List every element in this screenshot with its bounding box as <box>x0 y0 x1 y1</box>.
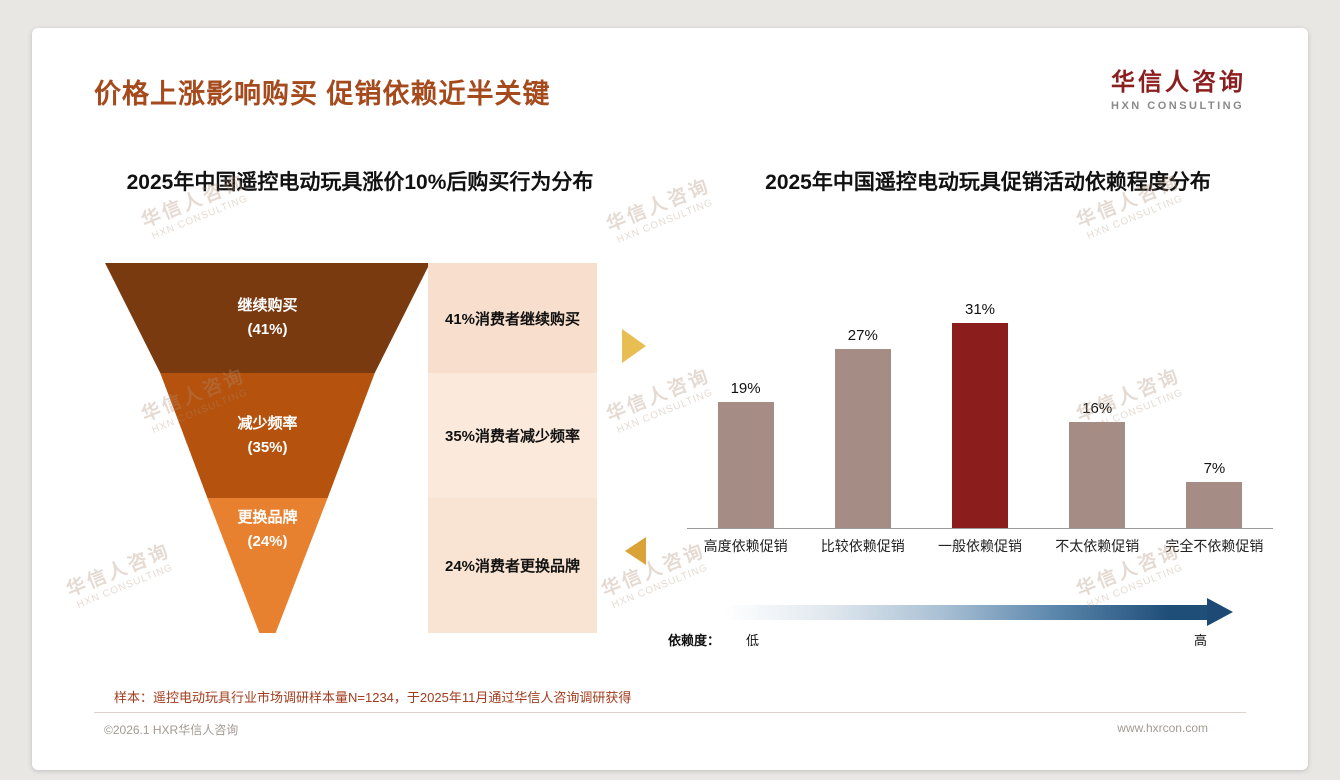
dependence-low-label: 低 <box>746 633 760 648</box>
website-text: www.hxrcon.com <box>1117 721 1208 735</box>
dependence-axis-label: 依赖度： <box>668 633 721 648</box>
bar <box>717 402 774 528</box>
right-arrow-icon <box>622 329 646 363</box>
bar <box>1069 422 1126 528</box>
funnel-segment-label: 减少频率 <box>237 414 298 432</box>
bar-column: 27% <box>804 327 921 528</box>
bar-category-label: 高度依赖促销 <box>703 538 788 554</box>
bar-category-label: 不太依赖促销 <box>1055 538 1140 554</box>
company-logo: 华信人咨询 HXN CONSULTING <box>1111 62 1246 112</box>
bar-column: 7% <box>1156 460 1273 528</box>
dependence-gradient-arrow <box>725 605 1207 620</box>
funnel-segment-value: (41%) <box>247 321 288 338</box>
bar-chart-title: 2025年中国遥控电动玩具促销活动依赖程度分布 <box>765 171 1211 194</box>
bar-chart: 19% 27% 31% 16% 7% <box>687 296 1273 529</box>
bar-category-label: 完全不依赖促销 <box>1165 538 1264 554</box>
bar <box>834 349 891 528</box>
bar-value-label: 31% <box>964 301 996 318</box>
funnel-shape: 继续购买 (41%) 减少频率 (35%) 更换品牌 (24%) <box>105 263 430 633</box>
bar-column: 31% <box>921 301 1038 528</box>
funnel-desc-continue: 41%消费者继续购买 <box>428 263 597 373</box>
bar-category-label: 比较依赖促销 <box>820 538 905 554</box>
funnel-segment-label: 继续购买 <box>237 297 298 314</box>
bar <box>952 323 1008 528</box>
watermark-text-en: HXN CONSULTING <box>610 562 710 611</box>
logo-text-en: HXN CONSULTING <box>1111 100 1245 112</box>
slide-card: 华信人咨询 HXN CONSULTING 华信人咨询 HXN CONSULTIN… <box>32 28 1308 770</box>
sample-footnote: 样本：遥控电动玩具行业市场调研样本量N=1234，于2025年11月通过华信人咨… <box>114 690 632 705</box>
funnel-desc-switch: 24%消费者更换品牌 <box>428 498 597 633</box>
watermark-text-en: HXN CONSULTING <box>615 197 715 246</box>
bar-column: 16% <box>1039 400 1156 528</box>
footer-divider <box>94 712 1246 713</box>
gradient-arrowhead-icon <box>1207 598 1233 626</box>
bar-column: 19% <box>687 380 804 528</box>
funnel-segment-label: 更换品牌 <box>237 509 298 526</box>
page-title: 价格上涨影响购买 促销依赖近半关键 <box>94 79 551 109</box>
bar-value-label: 16% <box>1082 400 1113 417</box>
funnel-desc-reduce: 35%消费者减少频率 <box>428 373 597 498</box>
watermark-text-en: HXN CONSULTING <box>150 193 250 242</box>
funnel-chart: 继续购买 (41%) 减少频率 (35%) 更换品牌 (24%) 41%消费者继… <box>105 263 597 633</box>
funnel-segment-reduce: 减少频率 (35%) <box>160 373 375 498</box>
funnel-segment-value: (35%) <box>247 438 288 456</box>
funnel-chart-title: 2025年中国遥控电动玩具涨价10%后购买行为分布 <box>126 171 594 194</box>
dependence-high-label: 高 <box>1194 633 1208 648</box>
funnel-segment-switch: 更换品牌 (24%) <box>207 498 328 633</box>
bar <box>1186 482 1243 528</box>
bar-value-label: 7% <box>1203 460 1226 477</box>
funnel-segment-continue: 继续购买 (41%) <box>105 263 430 373</box>
logo-text-cn: 华信人咨询 <box>1111 69 1246 96</box>
watermark-text-en: HXN CONSULTING <box>1085 193 1185 242</box>
copyright-text: ©2026.1 HXR华信人咨询 <box>104 723 239 737</box>
bar-category-label: 一般依赖促销 <box>938 538 1022 554</box>
bar-chart-categories: 高度依赖促销 比较依赖促销 一般依赖促销 不太依赖促销 完全不依赖促销 <box>687 536 1273 556</box>
bar-value-label: 19% <box>730 380 761 397</box>
bar-value-label: 27% <box>847 327 878 344</box>
funnel-segment-value: (24%) <box>247 533 288 550</box>
funnel-descriptions: 41%消费者继续购买 35%消费者减少频率 24%消费者更换品牌 <box>428 263 597 633</box>
left-arrow-icon <box>625 537 646 565</box>
